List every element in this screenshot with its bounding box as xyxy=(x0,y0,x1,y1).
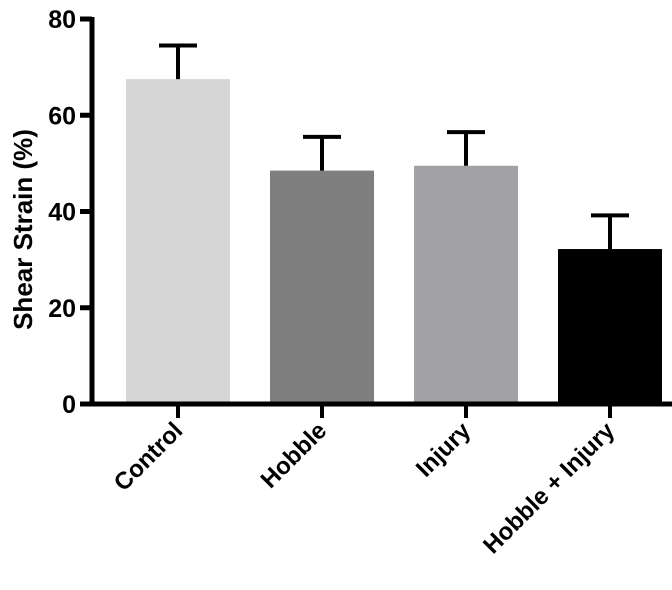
bar-2 xyxy=(414,165,518,404)
y-tick-label-2: 40 xyxy=(48,199,76,227)
y-tick-label-1: 20 xyxy=(48,295,76,323)
error-bars-group xyxy=(159,43,629,250)
bars-group xyxy=(126,79,662,404)
y-tick-label-3: 60 xyxy=(48,102,76,130)
y-ticks-group: 0 20 40 60 80 xyxy=(48,6,92,419)
x-tick-label-3: Hobble + Injury xyxy=(478,417,621,560)
y-axis-title: Shear Strain (%) xyxy=(8,129,38,330)
bar-0 xyxy=(126,79,230,404)
bar-3 xyxy=(558,249,662,404)
x-tick-label-1: Hobble xyxy=(256,417,333,494)
y-tick-label-0: 0 xyxy=(62,391,76,419)
x-tick-label-2: Injury xyxy=(411,417,477,483)
y-tick-label-4: 80 xyxy=(48,6,76,34)
x-ticks-group: Control Hobble Injury Hobble + Injury xyxy=(109,404,621,559)
x-tick-label-0: Control xyxy=(109,417,188,496)
bar-1 xyxy=(270,170,374,404)
